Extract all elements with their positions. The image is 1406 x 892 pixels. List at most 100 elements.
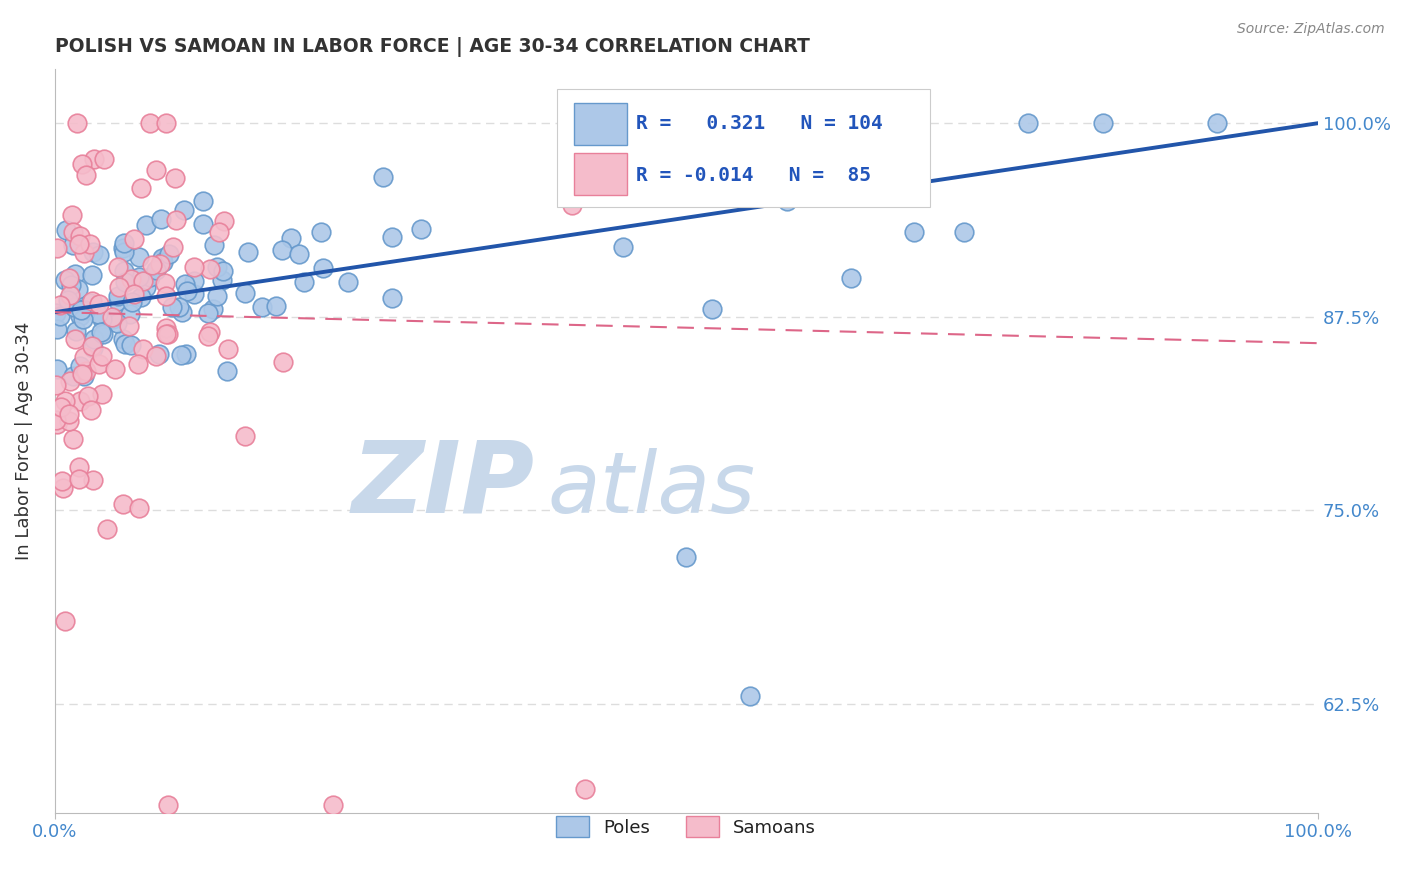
Point <box>112 244 135 259</box>
Point <box>141 258 163 272</box>
Point <box>145 262 167 277</box>
Point <box>80 339 103 353</box>
Point <box>79 237 101 252</box>
Point <box>953 225 976 239</box>
Point <box>69 228 91 243</box>
Point <box>93 326 115 341</box>
Point <box>75 364 97 378</box>
FancyBboxPatch shape <box>574 153 627 194</box>
Point <box>62 369 84 384</box>
Point <box>409 222 432 236</box>
Point <box>675 549 697 564</box>
Text: Source: ZipAtlas.com: Source: ZipAtlas.com <box>1237 22 1385 37</box>
Point <box>70 367 93 381</box>
Legend: Poles, Samoans: Poles, Samoans <box>550 809 824 845</box>
Point <box>60 208 83 222</box>
Point <box>208 225 231 239</box>
Point <box>173 277 195 291</box>
Point <box>82 341 104 355</box>
Point <box>46 322 69 336</box>
Y-axis label: In Labor Force | Age 30-34: In Labor Force | Age 30-34 <box>15 322 32 560</box>
Point <box>89 297 111 311</box>
Point <box>52 481 75 495</box>
Point <box>612 240 634 254</box>
Point <box>91 312 114 326</box>
Point <box>145 349 167 363</box>
Point <box>145 162 167 177</box>
Point <box>138 270 160 285</box>
Point <box>49 309 72 323</box>
Point <box>202 238 225 252</box>
Point <box>157 247 180 261</box>
Point <box>150 253 173 268</box>
Text: R =   0.321   N = 104: R = 0.321 N = 104 <box>636 114 883 133</box>
Point <box>252 301 274 315</box>
Point <box>107 288 129 302</box>
Point <box>59 278 82 293</box>
Point <box>87 307 110 321</box>
Point <box>46 241 69 255</box>
Point <box>183 260 205 274</box>
Point <box>191 217 214 231</box>
Text: POLISH VS SAMOAN IN LABOR FORCE | AGE 30-34 CORRELATION CHART: POLISH VS SAMOAN IN LABOR FORCE | AGE 30… <box>55 37 810 57</box>
Point <box>87 248 110 262</box>
Point <box>82 294 104 309</box>
Point <box>155 326 177 341</box>
Point <box>839 271 862 285</box>
Point <box>322 797 344 812</box>
Point <box>67 472 90 486</box>
Point <box>58 414 80 428</box>
Point <box>312 260 335 275</box>
Point <box>129 181 152 195</box>
Point <box>51 475 73 489</box>
Point <box>129 290 152 304</box>
Text: R = -0.014   N =  85: R = -0.014 N = 85 <box>636 166 870 185</box>
Point <box>236 245 259 260</box>
Point <box>207 260 229 275</box>
Point <box>292 275 315 289</box>
Point <box>63 300 86 314</box>
Point <box>124 287 146 301</box>
Point <box>162 240 184 254</box>
Point <box>62 432 84 446</box>
Point <box>1092 116 1115 130</box>
Point <box>120 272 142 286</box>
Point <box>67 236 90 251</box>
Point <box>101 310 124 325</box>
Point <box>90 326 112 340</box>
Point <box>128 269 150 284</box>
Point <box>149 257 172 271</box>
Point <box>45 417 67 431</box>
Point <box>160 300 183 314</box>
Point <box>561 198 583 212</box>
Point <box>198 261 221 276</box>
Point <box>132 274 155 288</box>
Point <box>381 229 404 244</box>
Point <box>127 357 149 371</box>
Point <box>63 268 86 282</box>
Point <box>46 362 69 376</box>
Point <box>73 303 96 318</box>
Point <box>211 273 233 287</box>
Point <box>75 169 97 183</box>
Point <box>176 284 198 298</box>
Point <box>112 235 135 250</box>
Point <box>165 170 187 185</box>
Point <box>211 263 233 277</box>
Point <box>93 153 115 167</box>
Point <box>112 264 135 278</box>
Point <box>118 318 141 333</box>
Point <box>45 306 67 320</box>
Point <box>101 312 124 326</box>
Point <box>155 277 177 291</box>
Point <box>738 690 761 704</box>
Point <box>155 320 177 334</box>
Point <box>59 374 82 388</box>
Point <box>201 301 224 316</box>
Point <box>111 242 134 256</box>
Point <box>62 225 84 239</box>
Point <box>174 346 197 360</box>
Point <box>903 225 925 239</box>
Point <box>309 225 332 239</box>
Point <box>288 247 311 261</box>
